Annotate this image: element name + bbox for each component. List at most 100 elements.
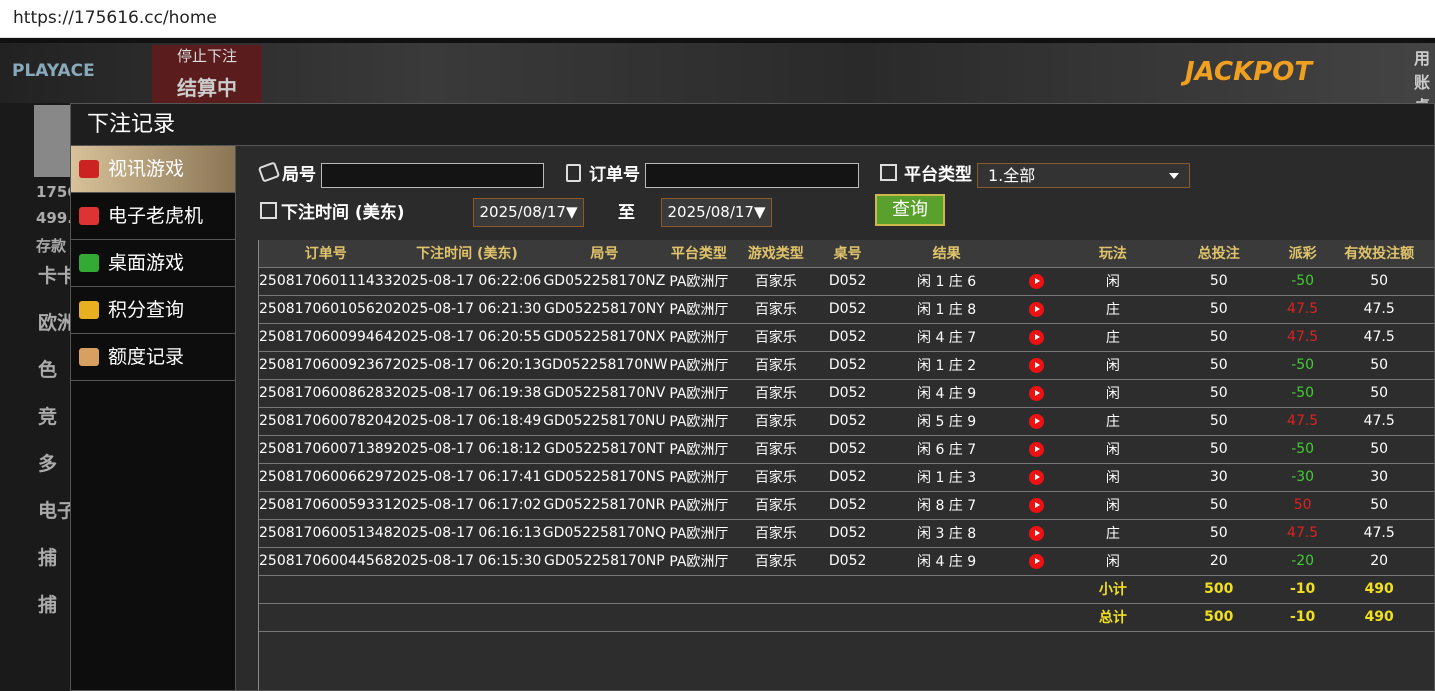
- cell: D052: [821, 491, 874, 520]
- replay-cell: [1019, 351, 1054, 380]
- cell-cut: [1418, 519, 1434, 548]
- cell: 250817060051348: [259, 519, 393, 548]
- date-from[interactable]: 2025/08/17▼: [473, 198, 584, 227]
- replay-button[interactable]: [1029, 301, 1044, 317]
- platform-label: 平台类型: [904, 165, 972, 185]
- replay-button[interactable]: [1029, 385, 1044, 401]
- address-bar[interactable]: https://175616.cc/home: [0, 0, 1435, 38]
- replay-button[interactable]: [1029, 413, 1044, 429]
- left-item: 存款: [36, 237, 67, 255]
- bet-row: 250817060051348 2025-08-17 06:16:13 GD0522…: [259, 519, 1434, 548]
- cell: 2025-08-17 06:22:06: [392, 267, 542, 296]
- time-label: 下注时间 (美东): [281, 203, 405, 223]
- total-bet: 500: [1171, 603, 1266, 632]
- replay-cell: [1019, 407, 1054, 436]
- bet-record-modal: 下注记录 视讯游戏 电子老虎机 桌面游戏 积分查询 额度记录 局号 订单号 平台类型 1…: [70, 103, 1435, 691]
- cell-cut: [1418, 491, 1434, 520]
- cell: 2025-08-17 06:16:13: [392, 519, 542, 548]
- replay-cell: [1019, 323, 1054, 352]
- status-top: 停止下注: [176, 47, 237, 65]
- bet-row: 250817060066297 2025-08-17 06:17:41 GD0522…: [259, 463, 1434, 492]
- search-button[interactable]: 查询: [875, 194, 945, 226]
- cell: GD052258170NR: [541, 491, 668, 520]
- cell: 47.5: [1339, 407, 1419, 436]
- menu-label: 额度记录: [108, 346, 185, 368]
- menu-item[interactable]: 桌面游戏: [71, 240, 235, 287]
- replay-button[interactable]: [1029, 441, 1044, 457]
- right-item: 账: [1414, 73, 1431, 92]
- bet-table: 订单号 下注时间 (美东) 局号 平台类型 游戏类型 桌号 结果 玩法 总投注 派彩 有效投注额 25…: [259, 240, 1434, 632]
- cell: D052: [821, 407, 874, 436]
- replay-button[interactable]: [1029, 553, 1044, 569]
- cell: 50: [1171, 491, 1266, 520]
- menu-item[interactable]: 积分查询: [71, 287, 235, 334]
- replay-cell: [1019, 435, 1054, 464]
- cell: 闲: [1053, 267, 1172, 296]
- replay-button[interactable]: [1029, 357, 1044, 373]
- cell: 50: [1265, 491, 1340, 520]
- replay-button[interactable]: [1029, 469, 1044, 485]
- cell: PA欧洲厅: [667, 351, 731, 380]
- replay-button[interactable]: [1029, 497, 1044, 513]
- left-item: 多: [38, 453, 58, 475]
- cell: 47.5: [1265, 407, 1340, 436]
- replay-button[interactable]: [1029, 525, 1044, 541]
- date-to[interactable]: 2025/08/17▼: [661, 198, 772, 227]
- cell: 50: [1171, 295, 1266, 324]
- left-item: 捕: [38, 594, 58, 616]
- replay-button[interactable]: [1029, 273, 1044, 289]
- column-header: 平台类型: [667, 240, 731, 268]
- cell: 闲: [1053, 379, 1172, 408]
- cell: 2025-08-17 06:15:30: [392, 547, 542, 576]
- cell: D052: [821, 379, 874, 408]
- subtotal-row: 小计 500 -10 490: [259, 575, 1434, 604]
- cell: 百家乐: [730, 323, 822, 352]
- bet-row: 250817060086283 2025-08-17 06:19:38 GD0522…: [259, 379, 1434, 408]
- platform-value: 1.全部: [988, 166, 1036, 185]
- round-input[interactable]: [321, 163, 544, 188]
- cell: D052: [821, 519, 874, 548]
- column-header-blank: [1418, 240, 1434, 268]
- cell: -50: [1265, 379, 1340, 408]
- cell-cut: [1418, 323, 1434, 352]
- bet-row: 250817060059331 2025-08-17 06:17:02 GD0522…: [259, 491, 1434, 520]
- cell: 闲: [1053, 491, 1172, 520]
- menu-item[interactable]: 电子老虎机: [71, 193, 235, 240]
- blank: [259, 575, 1054, 604]
- left-item: 捕: [38, 547, 58, 569]
- cell: 250817060092367: [259, 351, 393, 380]
- cell: 百家乐: [730, 407, 822, 436]
- cell: 百家乐: [730, 351, 822, 380]
- cell: 30: [1339, 463, 1419, 492]
- column-header: 派彩: [1265, 240, 1340, 268]
- left-item: 卡卡: [38, 265, 70, 287]
- order-input[interactable]: [645, 163, 859, 188]
- menu-item[interactable]: 视讯游戏: [71, 146, 235, 193]
- cell: D052: [821, 323, 874, 352]
- menu-label: 电子老虎机: [108, 205, 204, 227]
- jackpot: JACKPOT: [1185, 57, 1313, 87]
- menu-icon: [79, 160, 99, 178]
- cell: 2025-08-17 06:18:49: [392, 407, 542, 436]
- cell: -50: [1265, 351, 1340, 380]
- cell: 闲 1 庄 3: [873, 463, 1020, 492]
- cell: 闲: [1053, 435, 1172, 464]
- subtotal-label: 小计: [1053, 575, 1172, 604]
- platform-select[interactable]: 1.全部: [977, 163, 1190, 188]
- blank: [1418, 603, 1434, 632]
- left-item: 欧洲: [38, 312, 70, 334]
- menu-item[interactable]: 额度记录: [71, 334, 235, 381]
- cell-cut: [1418, 295, 1434, 324]
- replay-button[interactable]: [1029, 329, 1044, 345]
- column-header: 桌号: [821, 240, 874, 268]
- left-item: 499.: [36, 209, 70, 227]
- table-area: 订单号 下注时间 (美东) 局号 平台类型 游戏类型 桌号 结果 玩法 总投注 派彩 有效投注额 25…: [258, 240, 1434, 690]
- cell: 百家乐: [730, 463, 822, 492]
- tag-icon: [257, 161, 281, 183]
- cell: GD052258170NW: [541, 351, 668, 380]
- cell: GD052258170NS: [541, 463, 668, 492]
- list-icon: [880, 164, 897, 181]
- cell: 2025-08-17 06:20:55: [392, 323, 542, 352]
- cell: 百家乐: [730, 547, 822, 576]
